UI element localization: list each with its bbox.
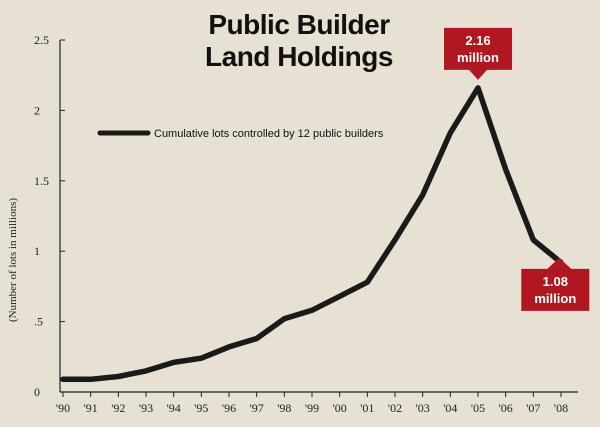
axes: [59, 40, 578, 393]
callout-1: 2.16 million: [444, 27, 512, 80]
x-tick-label: '91: [84, 401, 98, 415]
y-tick-label: 2.5: [34, 33, 49, 47]
x-tick-label: '94: [167, 401, 181, 415]
chart-title-line-1: Public Builder: [208, 9, 390, 40]
y-tick-label: 1: [34, 244, 40, 258]
x-tick-label: '00: [333, 401, 347, 415]
callout-box: [521, 257, 590, 311]
x-tick-label: '90: [56, 401, 70, 415]
x-tick-label: '08: [554, 401, 568, 415]
x-tick-label: '03: [416, 401, 430, 415]
y-tick-label: 2: [34, 103, 40, 117]
callout-value: 2.16: [465, 33, 490, 48]
x-tick-label: '04: [443, 401, 457, 415]
callout-unit: million: [534, 291, 576, 306]
callout-2: 1.08 million: [521, 257, 590, 311]
x-tick-label: '02: [388, 401, 402, 415]
y-tick-label: .5: [34, 315, 43, 329]
x-tick-label: '98: [277, 401, 291, 415]
chart-title: Public Builder Land Holdings: [205, 9, 393, 72]
x-tick-label: '07: [526, 401, 540, 415]
x-tick-label: '01: [360, 401, 374, 415]
x-tick-label: '96: [222, 401, 236, 415]
y-axis-ticks: 0 .5 1 1.5 2 2.5: [34, 33, 65, 399]
x-tick-label: '95: [194, 401, 208, 415]
x-tick-label: '97: [250, 401, 264, 415]
series-line: [60, 85, 564, 383]
callout-value: 1.08: [543, 274, 568, 289]
series-group: [60, 85, 564, 383]
callout-unit: million: [457, 50, 499, 65]
callouts: 2.16 million 1.08 million: [444, 27, 590, 311]
x-axis-ticks: '90 '91 '92 '93 '94 '95 '96 '97 '98 '99 '00 '01 '02 '…: [56, 392, 568, 415]
x-tick-label: '05: [471, 401, 485, 415]
callout-box: [444, 27, 512, 80]
y-tick-label: 1.5: [34, 174, 49, 188]
x-tick-label: '99: [305, 401, 319, 415]
legend-label: Cumulative lots controlled by 12 public …: [154, 128, 384, 140]
x-tick-label: '06: [499, 401, 513, 415]
y-tick-label: 0: [34, 385, 40, 399]
chart-title-line-2: Land Holdings: [205, 41, 393, 72]
y-axis-label: (Number of lots in millions): [7, 198, 19, 322]
legend: Cumulative lots controlled by 12 public …: [97, 128, 384, 140]
x-tick-label: '92: [111, 401, 125, 415]
x-tick-label: '93: [139, 401, 153, 415]
